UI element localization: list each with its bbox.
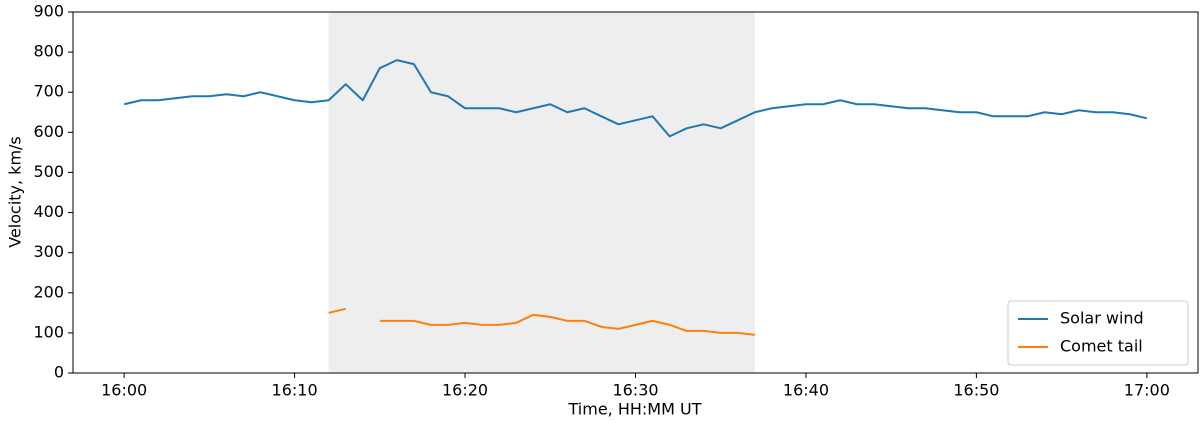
y-tick-label: 500 [33, 162, 64, 181]
legend-label: Comet tail [1060, 337, 1143, 356]
x-tick-label: 17:00 [1124, 381, 1170, 400]
shaded-span [328, 12, 755, 373]
x-axis-label: Time, HH:MM UT [568, 400, 702, 419]
y-tick-label: 300 [33, 242, 64, 261]
y-tick-label: 800 [33, 42, 64, 61]
y-tick-label: 100 [33, 322, 64, 341]
y-tick-label: 600 [33, 122, 64, 141]
y-tick-label: 700 [33, 82, 64, 101]
x-tick-label: 16:30 [612, 381, 658, 400]
x-tick-label: 16:50 [953, 381, 999, 400]
x-tick-label: 16:20 [442, 381, 488, 400]
y-tick-label: 200 [33, 282, 64, 301]
legend-label: Solar wind [1060, 309, 1144, 328]
y-tick-label: 900 [33, 2, 64, 21]
plot-frame [72, 11, 1199, 374]
x-tick-label: 16:00 [101, 381, 147, 400]
legend-box [1007, 300, 1189, 366]
series-line [379, 313, 755, 336]
x-tick-label: 16:10 [272, 381, 318, 400]
y-tick-label: 0 [54, 363, 64, 382]
y-tick-label: 400 [33, 202, 64, 221]
x-tick-label: 16:40 [783, 381, 829, 400]
series-line [123, 59, 1148, 138]
series-line [328, 307, 346, 314]
y-axis-label: Velocity, km/s [6, 136, 25, 248]
